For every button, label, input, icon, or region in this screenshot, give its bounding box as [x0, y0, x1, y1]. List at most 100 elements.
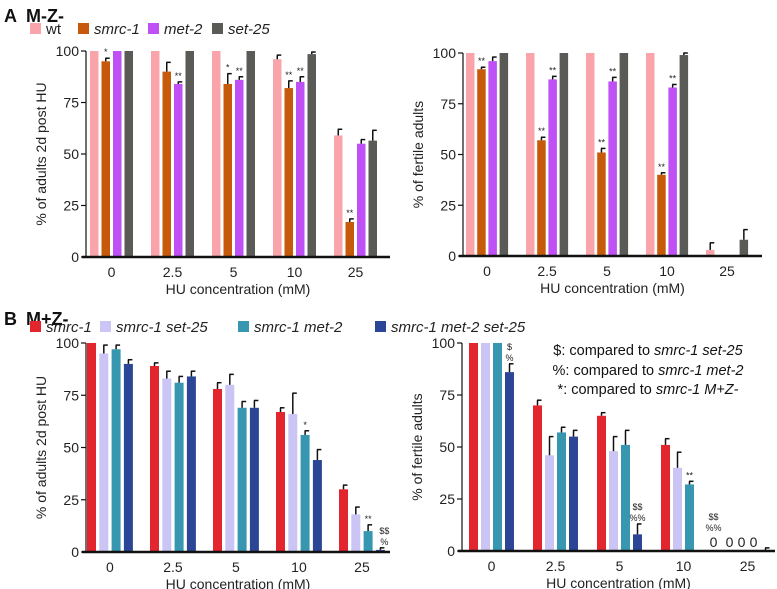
legend-swatch [375, 321, 386, 332]
bar [213, 388, 222, 552]
legend-item: smrc-1 [30, 319, 92, 336]
bar [569, 436, 578, 551]
y-tick-label: 50 [63, 146, 79, 162]
bar [174, 83, 183, 258]
bar [162, 71, 171, 257]
legend-swatch [148, 23, 159, 34]
bar [296, 81, 305, 258]
bar [273, 59, 282, 257]
zero-label: 0 [726, 534, 734, 550]
bar [505, 372, 514, 551]
significance-marker: ** [609, 66, 617, 76]
y-tick-label: 25 [439, 491, 455, 507]
bar [368, 140, 377, 257]
bar [288, 414, 298, 552]
significance-marker: ** [598, 137, 606, 147]
significance-marker: ** [346, 208, 354, 218]
legend-swatch [238, 321, 249, 332]
bar [225, 384, 235, 552]
y-axis-label: % of fertile adults [409, 393, 425, 500]
legend-label: smrc-1 met-2 set-25 [391, 319, 526, 336]
bar [101, 61, 110, 257]
legend-item: wt [30, 21, 62, 38]
significance-marker: ** [669, 73, 677, 83]
bar [646, 53, 655, 256]
y-tick-label: 25 [440, 197, 456, 213]
y-axis-label: % of adults 2d post HU [33, 82, 49, 225]
y-tick-label: 25 [63, 492, 79, 508]
bar [526, 53, 535, 256]
bar [212, 51, 221, 257]
legend-label: met-2 [164, 21, 203, 38]
bar [284, 88, 293, 257]
significance-marker: ** [538, 126, 546, 136]
bar [673, 467, 682, 551]
x-tick-label: 0 [483, 263, 491, 279]
bar [548, 79, 557, 256]
bar [499, 53, 509, 256]
x-tick-label: 2.5 [537, 263, 557, 279]
legend-label: set-25 [228, 21, 270, 38]
bar [481, 343, 490, 551]
bar [111, 349, 121, 552]
bar [533, 405, 542, 551]
note-prefix: %: compared to [553, 363, 659, 379]
bar [657, 174, 666, 256]
bar [150, 365, 159, 552]
bar [537, 140, 546, 256]
bar [633, 534, 642, 551]
bar [246, 51, 255, 257]
bar [300, 434, 310, 552]
legend-item: met-2 [148, 21, 203, 38]
significance-marker: ** [175, 71, 183, 81]
x-tick-label: 25 [740, 558, 756, 574]
bar [609, 451, 618, 551]
bar [235, 79, 244, 257]
x-axis-label: HU concentration (mM) [540, 280, 685, 296]
x-tick-label: 5 [230, 264, 238, 280]
legend-label: smrc-1 [94, 21, 140, 38]
significance-marker: ** [285, 70, 293, 80]
bar [668, 87, 677, 256]
significance-marker: * [104, 47, 108, 57]
y-tick-label: 50 [439, 439, 455, 455]
bar [334, 135, 343, 257]
x-tick-label: 2.5 [163, 559, 183, 575]
x-tick-label: 5 [232, 559, 240, 575]
bar [123, 363, 133, 552]
bar [621, 444, 630, 551]
panel-title: M-Z- [26, 6, 64, 26]
chart-2: ** ** ** ** ** ** ** 0 25 50 75 100 0 2.5 5 10 25 HU conc… [410, 45, 762, 296]
bar [608, 81, 617, 256]
x-tick-label: 25 [719, 263, 735, 279]
legend-label: smrc-1 met-2 [254, 319, 343, 336]
x-tick-label: 10 [659, 263, 675, 279]
bar [363, 531, 373, 552]
legend-swatch [30, 23, 41, 34]
x-tick-label: 2.5 [163, 264, 183, 280]
bar [345, 221, 354, 257]
bar [488, 61, 497, 257]
bar [174, 382, 184, 552]
significance-marker: %% [705, 523, 721, 533]
y-tick-label: 50 [63, 440, 79, 456]
x-tick-label: 25 [354, 559, 370, 575]
zero-label: 0 [750, 534, 758, 550]
significance-marker: ** [236, 66, 244, 76]
significance-note: *: compared to smrc-1 M+Z- [558, 382, 739, 398]
y-tick-label: 75 [440, 96, 456, 112]
legend-label: smrc-1 set-25 [116, 319, 208, 336]
bar [619, 53, 629, 256]
note-genotype: smrc-1 set-25 [654, 343, 744, 359]
y-tick-label: 75 [63, 95, 79, 111]
bar [312, 460, 322, 552]
bar [87, 343, 96, 552]
significance-marker: * [303, 420, 307, 430]
legend-item: set-25 [212, 21, 270, 38]
bar [597, 415, 606, 551]
legend-item: smrc-1 [78, 21, 140, 38]
y-tick-label: 75 [439, 387, 455, 403]
significance-note: %: compared to smrc-1 met-2 [553, 363, 744, 379]
